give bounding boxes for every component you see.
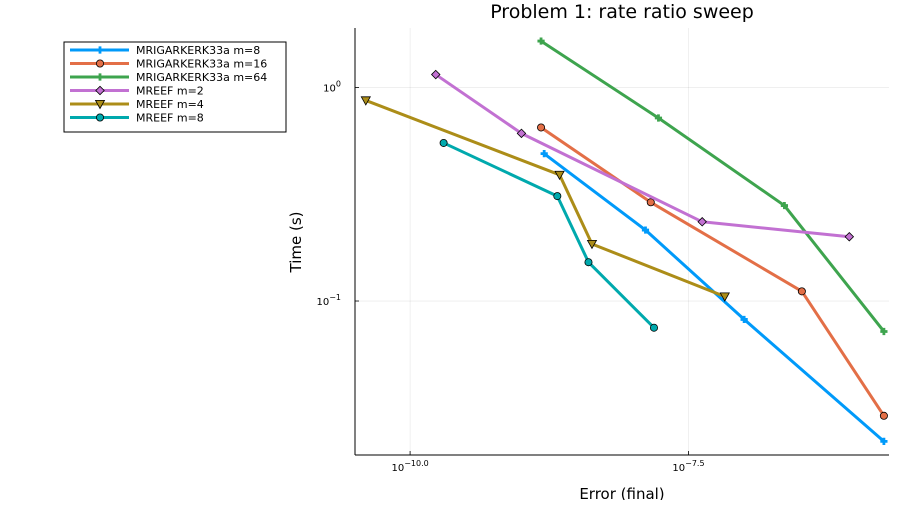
data-point xyxy=(780,201,789,210)
legend-swatch-marker xyxy=(95,85,105,96)
legend-item: MRIGARKERK33a m=64 xyxy=(70,71,267,84)
legend-label: MREEF m=4 xyxy=(136,98,204,111)
data-point xyxy=(540,150,548,158)
data-point xyxy=(649,323,658,332)
data-point xyxy=(880,437,888,446)
legend-label: MREEF m=8 xyxy=(136,112,204,125)
series-group xyxy=(540,150,888,446)
plot-background xyxy=(355,28,889,455)
axis-layer xyxy=(354,28,889,456)
legend-label: MRIGARKERK33a m=64 xyxy=(136,71,267,84)
grid-layer xyxy=(355,28,889,455)
data-point xyxy=(537,123,546,132)
data-point xyxy=(430,69,441,80)
y-tick-exponent: 0 xyxy=(336,80,341,89)
data-point xyxy=(879,411,888,420)
data-point xyxy=(586,239,598,250)
x-axis-label: Error (final) xyxy=(579,485,664,500)
legend-label: MREEF m=2 xyxy=(136,85,204,98)
legend-swatch-marker xyxy=(96,73,104,81)
series-layer xyxy=(360,37,888,446)
series-group xyxy=(537,37,888,336)
series-group xyxy=(537,123,888,420)
data-point xyxy=(654,114,663,122)
data-point xyxy=(646,198,655,207)
data-point xyxy=(844,231,855,242)
data-point xyxy=(439,138,448,147)
data-point xyxy=(554,170,565,181)
series-line xyxy=(539,125,886,418)
series-line xyxy=(434,73,851,239)
x-tick-label: 10−7.5 xyxy=(672,459,704,474)
series-group xyxy=(430,69,855,242)
y-tick-base: 10 xyxy=(323,84,336,95)
series-group xyxy=(360,96,730,302)
legend-item: MRIGARKERK33a m=16 xyxy=(70,58,267,71)
data-point xyxy=(880,327,888,336)
legend-item: MREEF m=2 xyxy=(70,85,204,98)
data-point xyxy=(641,226,650,234)
series-group xyxy=(439,138,658,332)
series-line xyxy=(539,39,886,333)
data-point xyxy=(697,217,707,227)
data-point xyxy=(740,315,748,324)
y-tick-exponent: −1 xyxy=(329,293,341,302)
legend-item: MRIGARKERK33a m=8 xyxy=(70,44,260,57)
legend-label: MRIGARKERK33a m=16 xyxy=(136,58,267,71)
data-point xyxy=(537,37,545,45)
x-tick-exponent: −10.0 xyxy=(404,459,429,468)
data-point xyxy=(516,128,527,139)
data-point xyxy=(719,292,730,302)
legend-swatch-marker xyxy=(96,59,105,68)
data-point xyxy=(797,287,806,296)
x-tick-base: 10 xyxy=(391,463,404,474)
chart-title: Problem 1: rate ratio sweep xyxy=(490,1,754,23)
series-line xyxy=(442,141,656,330)
legend-label: MRIGARKERK33a m=8 xyxy=(136,44,260,57)
legend-swatch-marker xyxy=(96,113,105,122)
data-point xyxy=(584,258,593,267)
series-line xyxy=(542,152,886,443)
legend-item: MREEF m=8 xyxy=(70,112,204,125)
x-tick-base: 10 xyxy=(672,463,685,474)
x-tick-exponent: −7.5 xyxy=(685,459,704,468)
y-tick-label: 10−1 xyxy=(316,293,341,308)
y-axis-label: Time (s) xyxy=(287,212,305,274)
y-tick-label: 100 xyxy=(323,80,341,95)
data-point xyxy=(553,192,562,201)
y-tick-base: 10 xyxy=(316,297,329,308)
legend-item: MREEF m=4 xyxy=(70,98,204,111)
legend-swatch-marker xyxy=(96,46,104,54)
series-line xyxy=(364,98,727,298)
x-tick-label: 10−10.0 xyxy=(391,459,428,474)
legend-swatch-marker xyxy=(94,100,106,110)
data-point xyxy=(360,96,371,106)
